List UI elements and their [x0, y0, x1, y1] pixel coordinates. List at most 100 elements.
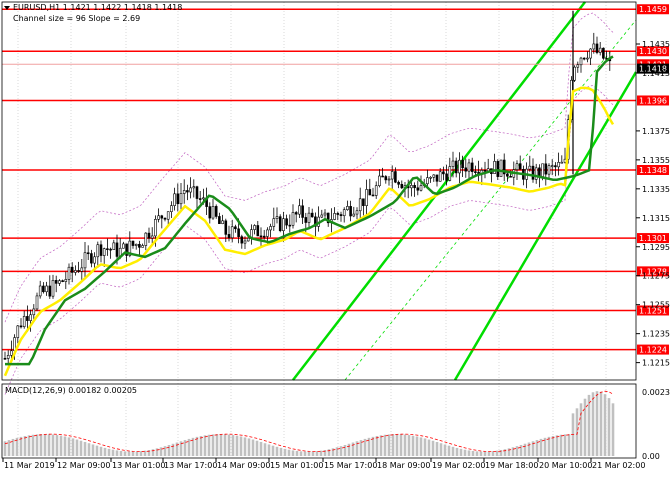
macd-bar	[83, 441, 87, 456]
macd-bar	[75, 439, 79, 456]
price-tick-label: 1.1435	[642, 40, 670, 49]
macd-bar	[587, 394, 591, 456]
candle-body	[106, 248, 109, 250]
candle-body	[96, 244, 100, 258]
candle-body	[221, 220, 224, 224]
macd-bar	[523, 443, 527, 456]
macd-bar	[187, 438, 191, 456]
macd-bar	[219, 434, 223, 456]
macd-bar	[475, 451, 479, 456]
candle-body	[170, 205, 173, 212]
macd-bar	[491, 451, 495, 456]
macd-bar	[551, 436, 555, 456]
candle-body	[147, 232, 151, 239]
candle-body	[298, 205, 301, 215]
candle-body	[560, 161, 564, 164]
level-tag	[637, 165, 669, 175]
time-label: 21 Mar 02:00	[592, 461, 645, 470]
candle-body	[54, 280, 58, 284]
macd-bar	[139, 451, 143, 456]
time-label: 19 Mar 02:00	[432, 461, 485, 470]
candle-body	[502, 159, 506, 175]
candle-body	[224, 220, 228, 235]
macd-bar	[455, 447, 459, 456]
macd-bar	[391, 434, 395, 456]
macd-bar	[291, 450, 295, 456]
macd-bar	[267, 444, 271, 456]
candle-body	[211, 206, 215, 219]
macd-bar	[299, 451, 303, 456]
macd-bar	[31, 434, 35, 456]
candle-body	[390, 171, 394, 180]
macd-bar	[427, 439, 431, 456]
macd-bar	[591, 392, 595, 456]
time-label: 19 Mar 18:00	[485, 461, 538, 470]
candle-body	[243, 240, 247, 244]
macd-bar	[163, 446, 167, 456]
macd-bar	[375, 436, 379, 456]
candle-body	[534, 167, 538, 180]
candle-body	[454, 160, 458, 174]
macd-bar	[323, 450, 327, 456]
macd-bar	[51, 434, 55, 456]
candle-body	[122, 243, 125, 249]
candle-body	[554, 165, 557, 168]
macd-bar	[527, 442, 531, 456]
candle-body	[550, 165, 554, 167]
level-label: 1.1348	[639, 166, 667, 175]
candle-body	[74, 270, 77, 273]
candle-body	[579, 57, 583, 66]
macd-label: MACD(12,26,9) 0.00182 0.00205	[5, 386, 137, 395]
macd-bar	[279, 447, 283, 456]
candle-body	[237, 228, 240, 237]
candle-body	[381, 175, 384, 178]
macd-bar	[283, 448, 287, 456]
macd-bar	[451, 446, 455, 456]
price-tick-label: 1.1415	[642, 69, 670, 78]
candle-body	[458, 159, 461, 174]
macd-bar	[355, 441, 359, 456]
macd-bar	[599, 391, 603, 456]
macd-bar	[199, 436, 203, 456]
candlesticks	[3, 10, 612, 365]
macd-bar	[511, 447, 515, 456]
level-tag	[637, 46, 669, 57]
candle-body	[102, 248, 106, 256]
macd-bar	[255, 440, 259, 456]
candle-body	[90, 253, 93, 264]
macd-bar	[379, 435, 383, 456]
candle-body	[304, 217, 308, 223]
candle-body	[58, 280, 61, 284]
candle-body	[307, 212, 311, 223]
symbol-dropdown-icon[interactable]	[4, 6, 10, 10]
candle-body	[269, 226, 272, 231]
candle-body	[506, 173, 509, 177]
macd-bar	[259, 441, 263, 456]
level-tag	[637, 233, 669, 244]
price-axis: 1.1435 1.1415 1.1375 1.1355 1.1335 1.1315 1.12…	[636, 40, 670, 368]
candle-body	[419, 185, 423, 191]
macd-bar	[119, 450, 123, 456]
macd-signal-line	[4, 390, 614, 452]
candle-body	[426, 177, 429, 185]
level-tag	[637, 95, 669, 106]
candle-body	[557, 162, 560, 168]
candle-body	[227, 234, 231, 239]
price-tick-label: 1.1235	[642, 330, 670, 339]
macd-bar	[63, 436, 67, 456]
macd-bar	[579, 403, 583, 456]
macd-bar	[535, 440, 539, 456]
price-tick-label: 1.1335	[642, 185, 670, 194]
macd-bar	[343, 444, 347, 456]
macd-bar	[439, 443, 443, 456]
candle-body	[371, 194, 375, 197]
candle-body	[445, 173, 448, 181]
candle-body	[61, 280, 64, 282]
macd-bar	[87, 443, 91, 456]
candle-body	[6, 355, 10, 359]
candle-body	[195, 186, 199, 199]
candle-body	[182, 190, 186, 194]
macd-bar	[351, 442, 355, 456]
macd-bar	[159, 447, 163, 456]
